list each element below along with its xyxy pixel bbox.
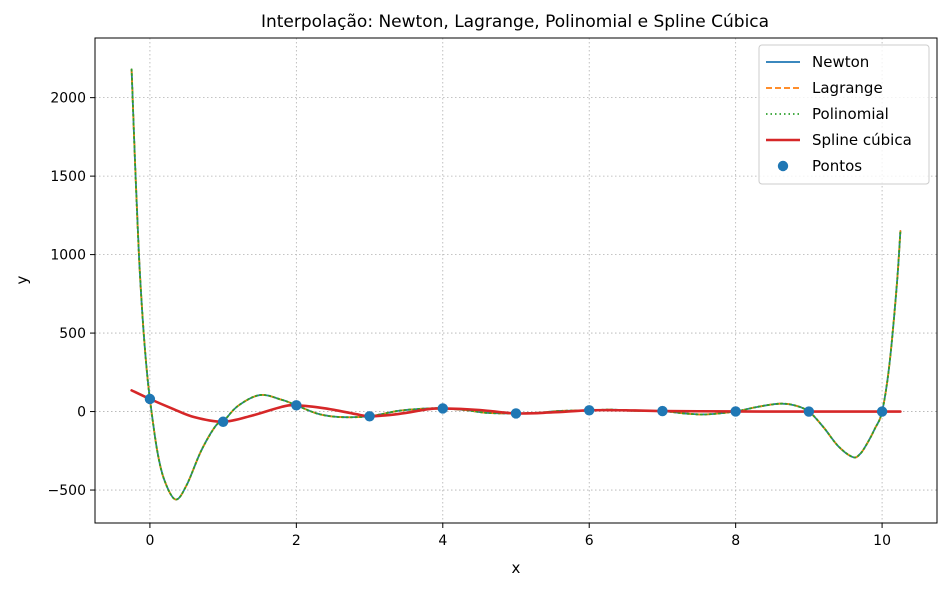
plot-area — [130, 68, 902, 501]
y-tick-label: −500 — [48, 483, 86, 499]
y-tick-label: 1000 — [50, 248, 86, 264]
x-tick-label: 6 — [585, 533, 594, 549]
grid-lines — [95, 38, 937, 523]
y-tick-label: 0 — [77, 405, 86, 421]
data-point — [657, 405, 668, 417]
series-line-polinomial — [130, 68, 902, 501]
y-tick-label: 2000 — [50, 91, 86, 107]
chart-title: Interpolação: Newton, Lagrange, Polinomi… — [261, 12, 769, 32]
legend-label: Spline cúbica — [812, 131, 912, 149]
legend-label: Lagrange — [812, 79, 883, 97]
x-axis-ticks: 0 2 4 6 8 10 — [145, 523, 891, 549]
x-tick-label: 2 — [292, 533, 301, 549]
data-point — [876, 406, 888, 417]
data-point — [217, 416, 229, 427]
x-tick-label: 10 — [873, 533, 891, 549]
legend: Newton Lagrange Polinomial Spline cúbica Pon… — [758, 44, 930, 185]
data-point — [144, 393, 156, 405]
data-point — [730, 406, 741, 417]
y-axis-ticks: −500 0 500 1000 1500 2000 — [48, 91, 95, 499]
data-point — [437, 403, 448, 414]
x-axis-label: x — [512, 559, 521, 577]
y-axis-label: y — [13, 275, 31, 284]
data-point — [584, 405, 595, 416]
plot-frame — [94, 37, 938, 524]
data-point — [803, 406, 815, 417]
x-tick-label: 8 — [731, 533, 740, 549]
legend-swatch-points — [777, 160, 789, 172]
data-point — [364, 411, 375, 422]
data-point — [291, 400, 302, 411]
y-tick-label: 1500 — [50, 169, 86, 185]
legend-box — [758, 44, 930, 185]
legend-label: Pontos — [812, 157, 862, 175]
x-tick-label: 0 — [145, 533, 154, 549]
x-tick-label: 4 — [438, 533, 447, 549]
legend-label: Newton — [812, 53, 869, 71]
y-tick-label: 500 — [59, 326, 86, 342]
data-points — [144, 393, 888, 427]
data-point — [510, 408, 522, 419]
legend-label: Polinomial — [812, 105, 889, 123]
